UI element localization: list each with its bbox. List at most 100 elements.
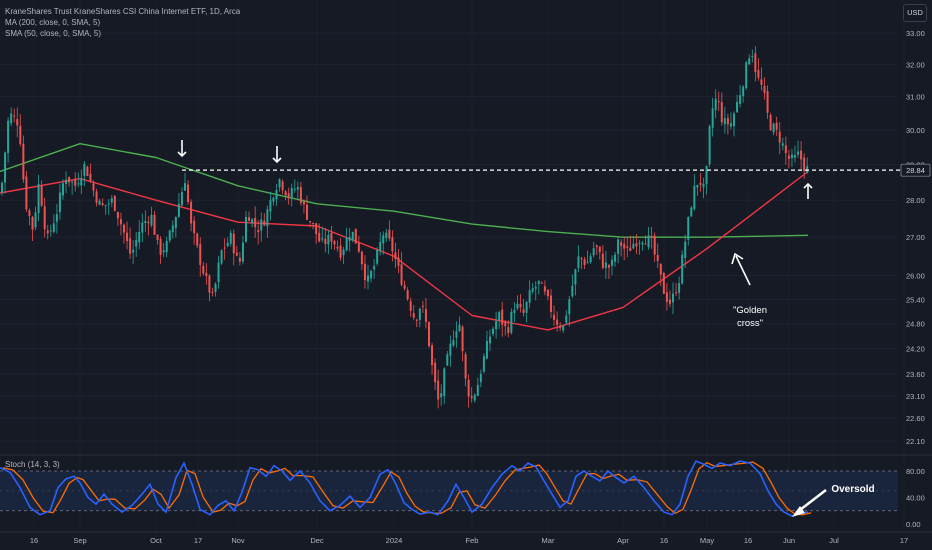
candle-body bbox=[711, 108, 714, 128]
candle-body bbox=[254, 218, 257, 228]
candle-body bbox=[25, 176, 28, 210]
candle-body bbox=[74, 179, 77, 186]
price-tag-label: 28.84 bbox=[906, 166, 925, 175]
candle-body bbox=[193, 220, 196, 234]
candle-body bbox=[62, 183, 64, 196]
oversold-label: Oversold bbox=[831, 484, 874, 495]
candle-body bbox=[723, 118, 726, 125]
candle-body bbox=[726, 118, 729, 125]
candle-body bbox=[513, 309, 516, 314]
price-tick-label: 24.80 bbox=[906, 320, 925, 329]
candle-body bbox=[293, 189, 296, 191]
candle-body bbox=[98, 200, 101, 205]
stoch-tick-label: 0.00 bbox=[906, 520, 921, 529]
candle-body bbox=[275, 189, 278, 200]
candle-body bbox=[668, 299, 671, 304]
candle-body bbox=[476, 384, 479, 397]
price-tick-label: 30.00 bbox=[906, 126, 925, 135]
candle-body bbox=[583, 259, 586, 265]
candle-body bbox=[269, 200, 272, 212]
price-tick-label: 22.10 bbox=[906, 437, 925, 446]
candle-body bbox=[641, 242, 644, 245]
candle-body bbox=[52, 223, 55, 232]
candle-body bbox=[644, 243, 647, 245]
candle-body bbox=[546, 290, 549, 297]
candle-body bbox=[138, 231, 141, 243]
candle-body bbox=[559, 326, 562, 329]
candle-body bbox=[437, 380, 440, 400]
candle-body bbox=[363, 263, 366, 281]
candle-body bbox=[141, 222, 144, 233]
candle-body bbox=[617, 239, 620, 254]
candle-body bbox=[83, 163, 86, 176]
stoch-d-line bbox=[2, 461, 812, 516]
candle-body bbox=[123, 224, 125, 233]
candle-body bbox=[787, 155, 790, 159]
candle-body bbox=[394, 252, 397, 259]
candle-body bbox=[101, 203, 104, 205]
candle-body bbox=[461, 326, 464, 352]
sma50-line bbox=[0, 170, 809, 331]
candle-body bbox=[266, 209, 269, 227]
candle-body bbox=[7, 120, 10, 154]
candle-body bbox=[312, 222, 315, 224]
candle-body bbox=[43, 206, 46, 230]
candle-body bbox=[153, 214, 156, 235]
chart-legend: KraneShares Trust KraneShares CSI China … bbox=[5, 6, 240, 39]
candle-body bbox=[71, 181, 74, 183]
candle-body bbox=[34, 212, 37, 228]
currency-button[interactable]: USD bbox=[903, 4, 927, 22]
candle-body bbox=[162, 250, 165, 253]
time-tick-label: Nov bbox=[231, 536, 245, 545]
candle-body bbox=[702, 183, 705, 188]
candle-body bbox=[348, 237, 351, 241]
candle-body bbox=[68, 176, 71, 183]
candle-body bbox=[690, 207, 693, 217]
candle-body bbox=[501, 309, 504, 325]
candle-body bbox=[373, 266, 376, 270]
candle-body bbox=[46, 230, 49, 234]
candle-body bbox=[260, 219, 263, 231]
time-tick-label: Dec bbox=[310, 536, 324, 545]
time-tick-label: Apr bbox=[617, 536, 629, 545]
candle-body bbox=[714, 98, 717, 111]
grid-lines bbox=[0, 32, 932, 533]
candle-body bbox=[528, 290, 531, 303]
candle-body bbox=[790, 154, 793, 159]
candle-body bbox=[351, 231, 354, 241]
candle-body bbox=[553, 314, 556, 320]
candle-body bbox=[604, 262, 607, 269]
stoch-tick-label: 40.00 bbox=[906, 494, 925, 503]
time-tick-label: Mar bbox=[542, 536, 555, 545]
candle-body bbox=[226, 242, 229, 247]
candle-body bbox=[217, 262, 220, 283]
candle-body bbox=[428, 321, 430, 347]
candle-body bbox=[95, 191, 98, 203]
candle-body bbox=[498, 312, 501, 321]
candle-body bbox=[607, 265, 610, 268]
candle-body bbox=[653, 235, 656, 255]
candle-body bbox=[565, 315, 568, 323]
candle-body bbox=[165, 241, 168, 253]
candle-body bbox=[19, 125, 22, 145]
candle-body bbox=[598, 246, 601, 253]
candle-body bbox=[458, 324, 461, 332]
candle-body bbox=[150, 214, 153, 226]
candle-body bbox=[345, 237, 348, 251]
stoch-tick-label: 80.00 bbox=[906, 467, 925, 476]
stoch-legend: Stoch (14, 3, 3) bbox=[5, 460, 60, 469]
candle-body bbox=[278, 179, 281, 188]
candle-body bbox=[543, 286, 546, 292]
candle-body bbox=[229, 232, 232, 244]
candle-body bbox=[516, 303, 519, 309]
candle-body bbox=[531, 288, 534, 292]
candle-body bbox=[577, 256, 580, 268]
time-tick-label: Feb bbox=[466, 536, 479, 545]
candle-body bbox=[742, 86, 745, 97]
candle-body bbox=[614, 254, 617, 262]
arrow-head bbox=[272, 157, 282, 164]
annotations: "Golden cross" Oversold bbox=[177, 140, 900, 517]
candle-body bbox=[687, 216, 690, 240]
price-tick-label: 25.40 bbox=[906, 295, 925, 304]
